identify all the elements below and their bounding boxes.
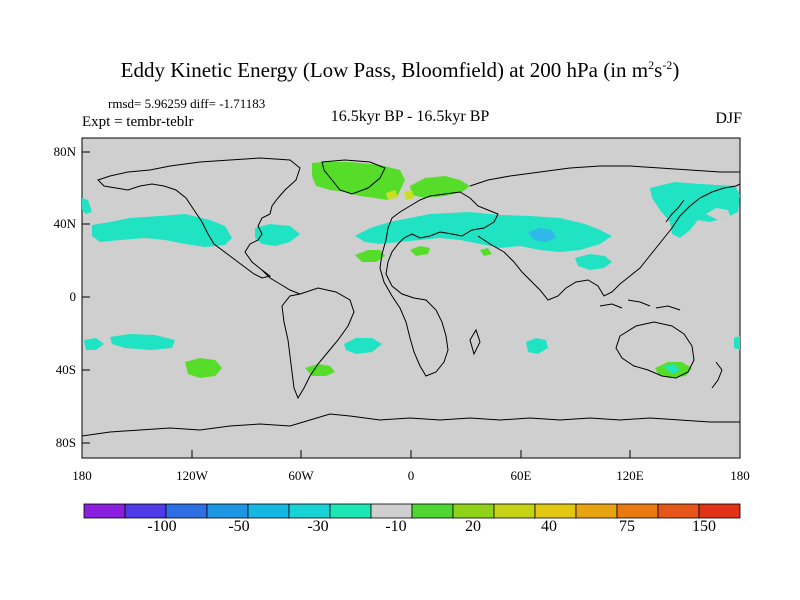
- anomaly-indian-ocean-negative: [526, 338, 548, 354]
- coast-asia-north: [469, 165, 740, 187]
- ytick-80n: 80N: [53, 144, 76, 159]
- ytick-80s: 80S: [55, 435, 76, 450]
- colorbar-swatch: [411, 503, 454, 519]
- colorbar-swatch: [370, 503, 413, 519]
- coast-indonesia: [599, 299, 681, 311]
- xtick-0: 0: [407, 468, 415, 483]
- anomaly-east-pacific-negative: [734, 336, 740, 350]
- colorbar-swatch: [657, 503, 700, 519]
- coast-japan: [665, 199, 685, 223]
- colorbar-swatch: [575, 503, 618, 519]
- xtick-120w: 120W: [176, 468, 208, 483]
- rmsd-diff-stats: rmsd= 5.96259 diff= -1.71183: [108, 96, 266, 111]
- ytick-40n: 40N: [53, 216, 76, 231]
- axis-ticks: [82, 151, 631, 458]
- coast-madagascar: [469, 328, 481, 356]
- coast-north-america: [97, 157, 301, 279]
- coast-arabia-asia: [477, 183, 741, 301]
- colorbar-label-7: 75: [619, 518, 635, 535]
- anomaly-iceland-yellow: [386, 190, 398, 200]
- colorbar-swatch: [493, 503, 536, 519]
- chart-title: Eddy Kinetic Energy (Low Pass, Bloomfiel…: [120, 58, 680, 82]
- colorbar-label-4: -10: [385, 518, 407, 535]
- anomaly-south-pacific-positive: [185, 358, 222, 378]
- colorbar-swatch: [698, 503, 741, 519]
- anomaly-south-atlantic-negative: [344, 338, 382, 354]
- anomaly-pacific-hole: [706, 208, 730, 220]
- anomaly-north-africa-positive: [355, 250, 385, 262]
- xtick-180-west: 180: [72, 468, 92, 483]
- xtick-180-east: 180: [730, 468, 750, 483]
- colorbar-label-6: 40: [541, 518, 557, 535]
- colorbar-swatch: [452, 503, 495, 519]
- period-label: 16.5kyr BP - 16.5kyr BP: [330, 108, 490, 125]
- colorbar: [83, 503, 741, 519]
- coast-antarctica: [81, 413, 740, 437]
- anomaly-south-pacific-negative: [110, 334, 175, 350]
- xtick-60e: 60E: [510, 468, 532, 483]
- anomaly-south-pacific-west-negative: [84, 338, 104, 350]
- coast-new-zealand: [711, 361, 723, 389]
- anomaly-fields: [82, 162, 740, 378]
- anomaly-north-america-negative: [92, 214, 232, 247]
- colorbar-swatch: [83, 503, 126, 519]
- anomaly-australia-negative: [664, 364, 680, 374]
- anomaly-middle-east-positive: [480, 248, 492, 256]
- coast-greenland: [321, 159, 386, 195]
- anomaly-north-sea-yellow: [404, 190, 414, 200]
- experiment-label: Expt = tembr-teblr: [82, 114, 194, 130]
- colorbar-swatch: [534, 503, 577, 519]
- xtick-60w: 60W: [288, 468, 314, 483]
- anomaly-us-east-negative: [255, 224, 300, 246]
- anomaly-eurasia-negative: [355, 212, 612, 252]
- anomaly-greenland-positive: [312, 162, 405, 200]
- colorbar-swatch: [165, 503, 208, 519]
- coastlines: [81, 157, 741, 437]
- xtick-120e: 120E: [616, 468, 644, 483]
- coast-australia: [615, 321, 695, 379]
- colorbar-swatch: [247, 503, 290, 519]
- colorbar-swatch: [329, 503, 372, 519]
- coast-europe-africa: [379, 191, 499, 377]
- coast-central-america: [261, 269, 301, 295]
- colorbar-swatch: [206, 503, 249, 519]
- anomaly-north-pacific-west: [650, 182, 740, 238]
- coast-south-america: [281, 287, 355, 400]
- anomaly-sahara-positive: [410, 246, 430, 256]
- colorbar-swatch: [616, 503, 659, 519]
- colorbar-label-5: 20: [465, 518, 481, 535]
- anomaly-atlantic-west-negative: [82, 198, 92, 214]
- colorbar-swatch: [288, 503, 331, 519]
- colorbar-label-1: -100: [147, 518, 177, 535]
- ytick-40s: 40S: [55, 362, 76, 377]
- colorbar-label-2: -50: [228, 518, 250, 535]
- anomaly-mongolia-negative: [575, 254, 612, 270]
- ytick-0: 0: [69, 289, 77, 304]
- colorbar-swatch: [124, 503, 167, 519]
- anomaly-eurasia-blue-core: [528, 228, 556, 242]
- colorbar-label-3: -30: [307, 518, 329, 535]
- season-label: DJF: [715, 110, 742, 127]
- colorbar-label-8: 150: [692, 518, 716, 535]
